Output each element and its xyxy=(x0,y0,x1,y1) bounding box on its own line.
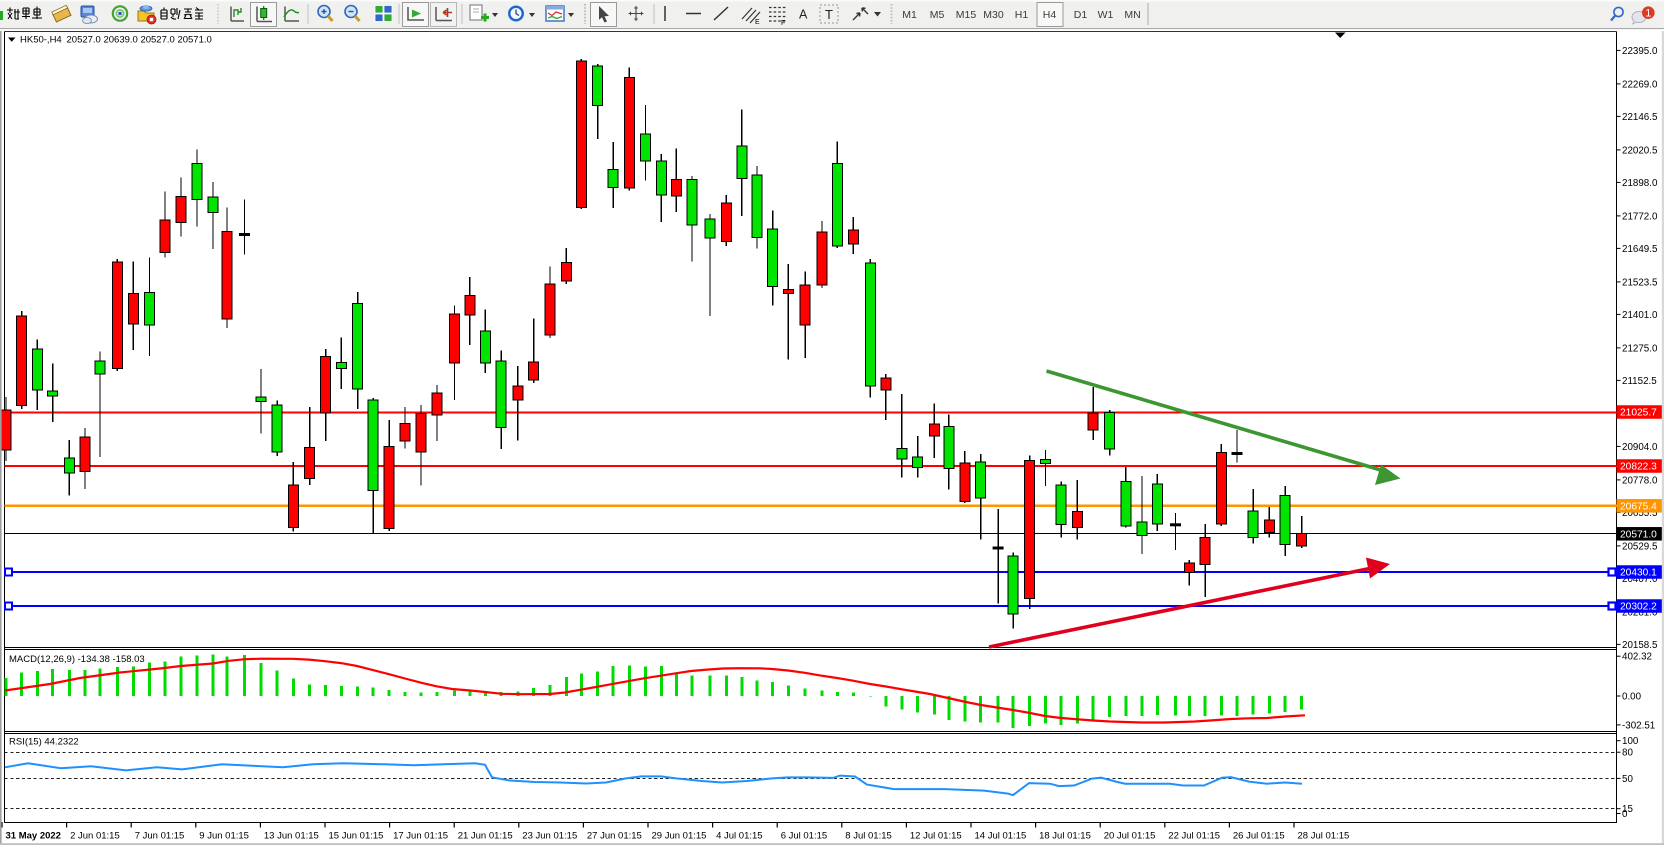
svg-text:E: E xyxy=(755,19,760,26)
svg-text:7 Jun 01:15: 7 Jun 01:15 xyxy=(135,831,185,842)
svg-text:20529.5: 20529.5 xyxy=(1622,541,1658,552)
svg-text:402.32: 402.32 xyxy=(1622,652,1652,663)
svg-text:20 Jul 01:15: 20 Jul 01:15 xyxy=(1104,831,1156,842)
svg-text:50: 50 xyxy=(1622,774,1633,785)
svg-text:MACD(12,26,9) -134.38 -158.03: MACD(12,26,9) -134.38 -158.03 xyxy=(9,654,145,665)
svg-text:21 Jun 01:15: 21 Jun 01:15 xyxy=(458,831,513,842)
svg-text:21523.5: 21523.5 xyxy=(1622,277,1658,288)
svg-text:2 Jun 01:15: 2 Jun 01:15 xyxy=(70,831,120,842)
svg-text:15 Jun 01:15: 15 Jun 01:15 xyxy=(329,831,384,842)
svg-text:M1: M1 xyxy=(902,9,917,21)
svg-text:T: T xyxy=(825,7,833,22)
svg-text:20407.0: 20407.0 xyxy=(1622,574,1658,585)
svg-text:A: A xyxy=(799,8,808,22)
svg-text:M5: M5 xyxy=(930,9,945,21)
svg-text:W1: W1 xyxy=(1098,9,1114,21)
svg-text:4 Jul 01:15: 4 Jul 01:15 xyxy=(716,831,762,842)
svg-text:8 Jul 01:15: 8 Jul 01:15 xyxy=(845,831,891,842)
svg-text:12 Jul 01:15: 12 Jul 01:15 xyxy=(910,831,962,842)
svg-text:F: F xyxy=(781,20,785,27)
svg-text:20281.0: 20281.0 xyxy=(1622,607,1658,618)
svg-text:0: 0 xyxy=(1622,809,1628,820)
svg-text:28 Jul 01:15: 28 Jul 01:15 xyxy=(1298,831,1350,842)
svg-text:100: 100 xyxy=(1622,736,1639,747)
svg-text:29 Jun 01:15: 29 Jun 01:15 xyxy=(652,831,707,842)
svg-text:20158.5: 20158.5 xyxy=(1622,640,1658,651)
svg-text:21025.7: 21025.7 xyxy=(1620,408,1657,419)
svg-text:MN: MN xyxy=(1124,9,1140,21)
svg-text:27 Jun 01:15: 27 Jun 01:15 xyxy=(587,831,642,842)
svg-text:0.00: 0.00 xyxy=(1622,692,1642,703)
svg-text:20430.1: 20430.1 xyxy=(1620,568,1657,579)
svg-text:H4: H4 xyxy=(1043,9,1057,21)
svg-text:22269.0: 22269.0 xyxy=(1622,79,1658,90)
svg-text:17 Jun 01:15: 17 Jun 01:15 xyxy=(393,831,448,842)
svg-text:20302.2: 20302.2 xyxy=(1620,602,1657,613)
svg-text:20675.4: 20675.4 xyxy=(1620,501,1657,512)
svg-text:M30: M30 xyxy=(983,9,1004,21)
svg-text:D1: D1 xyxy=(1074,9,1088,21)
svg-text:20822.3: 20822.3 xyxy=(1620,462,1657,473)
svg-text:15: 15 xyxy=(1622,804,1633,815)
svg-text:18 Jul 01:15: 18 Jul 01:15 xyxy=(1039,831,1091,842)
svg-text:31 May 2022: 31 May 2022 xyxy=(6,831,61,842)
svg-text:1: 1 xyxy=(1645,8,1651,20)
svg-text:21772.0: 21772.0 xyxy=(1622,211,1658,222)
svg-text:20571.0: 20571.0 xyxy=(1620,529,1657,540)
svg-text:80: 80 xyxy=(1622,748,1633,759)
svg-text:9 Jun 01:15: 9 Jun 01:15 xyxy=(199,831,249,842)
svg-text:22 Jul 01:15: 22 Jul 01:15 xyxy=(1168,831,1220,842)
svg-text:21275.0: 21275.0 xyxy=(1622,343,1658,354)
svg-text:21152.5: 21152.5 xyxy=(1622,376,1657,387)
svg-text:23 Jun 01:15: 23 Jun 01:15 xyxy=(522,831,577,842)
svg-text:20655.5: 20655.5 xyxy=(1622,508,1658,519)
svg-text:20778.0: 20778.0 xyxy=(1622,475,1658,486)
svg-text:20527.0 20639.0 20527.0 20571.: 20527.0 20639.0 20527.0 20571.0 xyxy=(67,35,212,46)
svg-text:26 Jul 01:15: 26 Jul 01:15 xyxy=(1233,831,1285,842)
svg-text:21401.0: 21401.0 xyxy=(1622,310,1658,321)
svg-text:21898.0: 21898.0 xyxy=(1622,178,1658,189)
svg-text:-302.51: -302.51 xyxy=(1622,720,1655,731)
svg-text:13 Jun 01:15: 13 Jun 01:15 xyxy=(264,831,319,842)
svg-text:14 Jul 01:15: 14 Jul 01:15 xyxy=(975,831,1027,842)
svg-text:RSI(15) 44.2322: RSI(15) 44.2322 xyxy=(9,737,79,748)
svg-text:22395.0: 22395.0 xyxy=(1622,46,1658,57)
svg-text:22020.5: 22020.5 xyxy=(1622,145,1658,156)
svg-text:HK50-,H4: HK50-,H4 xyxy=(20,35,62,46)
svg-text:20904.0: 20904.0 xyxy=(1622,442,1658,453)
svg-text:H1: H1 xyxy=(1015,9,1029,21)
svg-text:6 Jul 01:15: 6 Jul 01:15 xyxy=(781,831,827,842)
svg-text:M15: M15 xyxy=(956,9,977,21)
svg-text:21649.5: 21649.5 xyxy=(1622,244,1658,255)
svg-text:22146.5: 22146.5 xyxy=(1622,112,1658,123)
